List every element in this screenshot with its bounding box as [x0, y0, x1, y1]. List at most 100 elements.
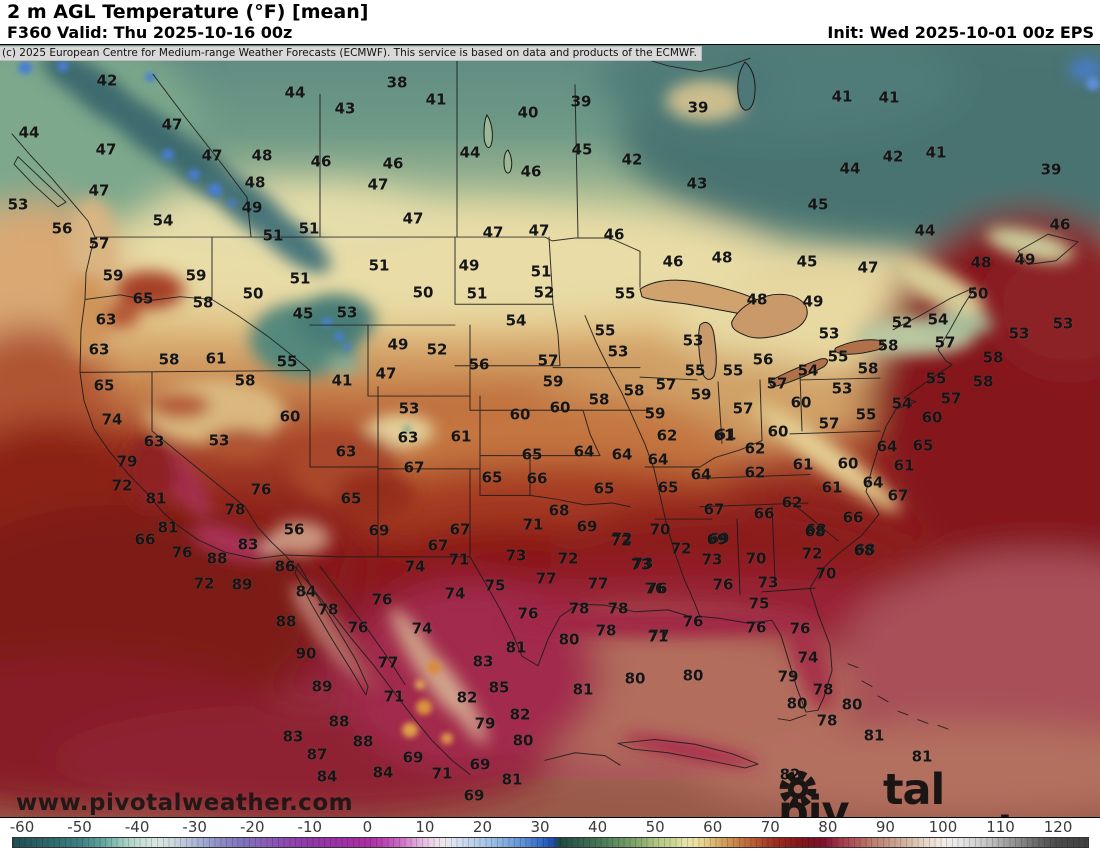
- temp-label: 45: [796, 252, 818, 271]
- temp-label: 54: [505, 311, 527, 330]
- temp-label: 54: [927, 310, 949, 329]
- temp-label: 72: [611, 529, 633, 548]
- tick-label: 50: [645, 818, 665, 836]
- temp-label: 55: [827, 347, 849, 366]
- temp-label: 63: [397, 428, 419, 447]
- temp-label: 55: [925, 369, 947, 388]
- temp-label: 57: [655, 375, 677, 394]
- temp-label: 53: [398, 399, 420, 418]
- page-title: 2 m AGL Temperature (°F) [mean]: [7, 1, 369, 23]
- temp-label: 64: [611, 445, 633, 464]
- tick-label: 20: [472, 818, 493, 836]
- temp-label: 76: [745, 618, 767, 637]
- temp-label: 73: [701, 550, 723, 569]
- tick-label: -40: [124, 818, 150, 836]
- temp-label: 76: [789, 619, 811, 638]
- temp-label: 71: [647, 627, 669, 646]
- temp-label: 58: [972, 372, 994, 391]
- tick-label: 90: [875, 818, 895, 836]
- tick-label: 60: [703, 818, 723, 836]
- temp-label: 72: [193, 574, 215, 593]
- temp-label: 53: [1052, 314, 1074, 333]
- temp-label: 58: [588, 390, 610, 409]
- temp-label: 57: [732, 399, 754, 418]
- temp-label: 53: [607, 342, 629, 361]
- temp-label: 44: [839, 159, 861, 178]
- temp-label: 84: [372, 763, 394, 782]
- tick-label: 100: [928, 818, 958, 836]
- temp-label: 58: [158, 350, 180, 369]
- temp-label: 76: [646, 579, 668, 598]
- temp-label: 69: [469, 755, 491, 774]
- temp-label: 48: [251, 146, 273, 165]
- temp-label: 48: [746, 290, 768, 309]
- temp-label: 65: [521, 445, 543, 464]
- temp-label: 81: [572, 680, 594, 699]
- temp-label: 68: [854, 540, 876, 559]
- temp-label: 90: [295, 644, 317, 663]
- temp-label: 49: [387, 335, 409, 354]
- temp-label: 74: [797, 648, 819, 667]
- temp-label: 78: [812, 680, 834, 699]
- temp-label: 50: [242, 284, 264, 303]
- temp-label: 74: [444, 584, 466, 603]
- temp-label: 63: [143, 432, 165, 451]
- temp-label: 76: [371, 590, 393, 609]
- temp-label: 41: [425, 90, 447, 109]
- temp-label: 74: [411, 619, 433, 638]
- temp-label: 44: [284, 83, 306, 102]
- temp-label: 54: [797, 361, 819, 380]
- temp-label: 72: [610, 531, 632, 550]
- temp-label: 54: [152, 211, 174, 230]
- temp-label: 78: [224, 500, 246, 519]
- temp-label: 71: [431, 764, 453, 783]
- temp-label: 76: [171, 543, 193, 562]
- temp-label: 64: [876, 437, 898, 456]
- temp-label: 59: [690, 385, 712, 404]
- tick-label: 0: [362, 818, 373, 836]
- temp-label: 52: [891, 313, 913, 332]
- temp-label: 79: [116, 452, 138, 471]
- temp-label: 83: [472, 652, 494, 671]
- temp-label: 80: [841, 695, 863, 714]
- temp-label: 78: [607, 599, 629, 618]
- temp-label: 38: [386, 73, 408, 92]
- temp-label: 67: [703, 500, 725, 519]
- temp-label: 58: [982, 348, 1004, 367]
- temp-label: 59: [542, 372, 564, 391]
- temp-label: 39: [1040, 160, 1062, 179]
- temp-label: 86: [274, 557, 296, 576]
- temp-label: 44: [914, 221, 936, 240]
- temp-label: 43: [334, 99, 356, 118]
- temp-label: 40: [517, 103, 539, 122]
- temp-label: 58: [623, 381, 645, 400]
- temp-label: 55: [855, 405, 877, 424]
- temp-label: 55: [684, 361, 706, 380]
- tick-label: 40: [588, 818, 608, 836]
- temp-label: 55: [614, 284, 636, 303]
- temp-label: 59: [185, 266, 207, 285]
- temp-label: 55: [276, 352, 298, 371]
- temp-label: 80: [512, 731, 534, 750]
- tick-label: -30: [182, 818, 207, 836]
- temp-label: 81: [863, 726, 885, 745]
- temp-label: 65: [593, 479, 615, 498]
- temp-label: 81: [501, 770, 523, 789]
- tick-label: -20: [239, 818, 265, 836]
- temp-label: 78: [317, 600, 339, 619]
- temp-label: 59: [102, 266, 124, 285]
- temp-label: 51: [262, 226, 284, 245]
- temp-label: 83: [282, 727, 304, 746]
- temp-label: 76: [250, 480, 272, 499]
- temperature-map: 42 44 43 47 44 47 47 48 46 48 47 49 53 54 56 51 51 57 59 59…: [0, 44, 1100, 818]
- init-time: Init: Wed 2025-10-01 00z EPS: [827, 23, 1094, 42]
- temp-label: 49: [802, 292, 824, 311]
- temp-label: 65: [132, 289, 154, 308]
- temp-label: 74: [404, 557, 426, 576]
- temp-label: 60: [790, 393, 812, 412]
- temp-label: 80: [624, 669, 646, 688]
- temp-label: 67: [449, 520, 471, 539]
- temp-label: 66: [842, 508, 864, 527]
- temp-label: 56: [283, 520, 305, 539]
- temp-label: 81: [911, 747, 933, 766]
